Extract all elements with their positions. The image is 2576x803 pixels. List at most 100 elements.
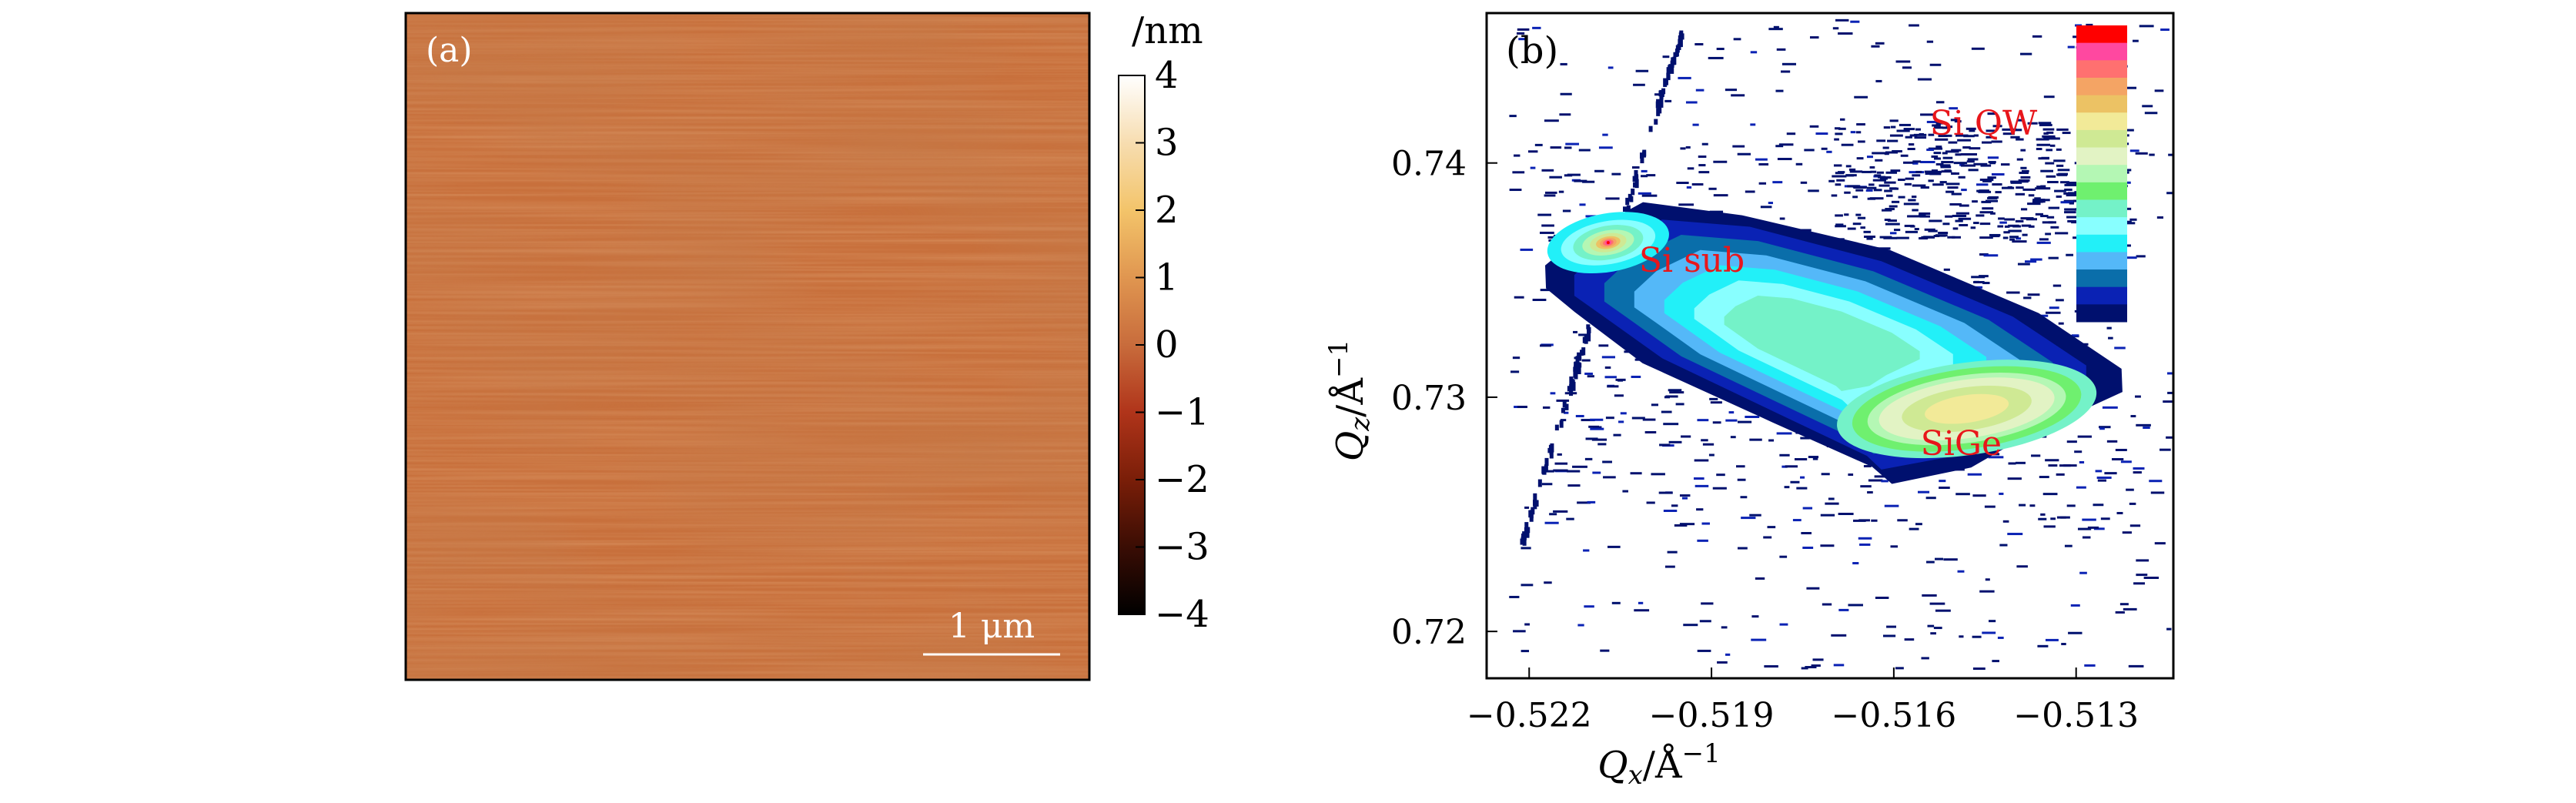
speckle-qw (1882, 146, 1889, 149)
speckle-qw (1860, 226, 1865, 229)
speckle (1930, 632, 1936, 635)
speckle (1971, 47, 1985, 50)
speckle (1573, 330, 1578, 333)
streak-mark (1642, 151, 1647, 158)
speckle (1584, 372, 1593, 375)
speckle (1532, 299, 1547, 302)
speckle (1671, 504, 1678, 507)
speckle-qw (2016, 186, 2024, 189)
speckle-qw (2015, 192, 2026, 196)
speckle (2045, 311, 2061, 314)
speckle (1943, 558, 1958, 561)
speckle (1929, 219, 1942, 222)
streak-mark (1668, 64, 1673, 71)
legend-swatch (2076, 165, 2127, 183)
speckle (1696, 508, 1704, 511)
speckle-qw (1899, 123, 1912, 126)
speckle (1603, 476, 1616, 479)
speckle (1697, 419, 1709, 422)
speckle (1692, 123, 1699, 126)
speckle (1662, 55, 1670, 59)
speckle (1605, 417, 1614, 420)
speckle-qw (1945, 190, 1955, 193)
speckle (1921, 657, 1929, 660)
speckle (2007, 477, 2022, 480)
speckle-qw (2056, 128, 2069, 131)
speckle (1642, 418, 1656, 421)
panel-b-frame (1485, 12, 2175, 680)
speckle (2050, 517, 2056, 520)
x-axis-label-sup: −1 (1682, 738, 1721, 769)
speckle-qw (2034, 197, 2041, 200)
speckle (1779, 555, 1788, 558)
speckle (1967, 473, 1982, 476)
speckle (1939, 487, 1950, 490)
speckle (1776, 432, 1792, 435)
speckle-qw (1915, 128, 1922, 131)
speckle (1510, 370, 1520, 373)
speckle (1667, 550, 1678, 554)
speckle-qw (1835, 183, 1842, 186)
speckle (1544, 119, 1559, 122)
speckle (2048, 256, 2059, 259)
speckle-qw (1857, 216, 1866, 219)
x-tick-label: −0.516 (1831, 696, 1956, 735)
legend-swatch (2076, 77, 2127, 96)
speckle (1516, 32, 1525, 35)
speckle (1514, 296, 1524, 299)
speckle (1578, 149, 1591, 152)
speckle (1935, 101, 1945, 104)
speckle (2067, 45, 2075, 49)
speckle (1683, 624, 1698, 627)
speckle (1698, 171, 1710, 174)
speckle (1945, 125, 1953, 129)
speckle (1865, 189, 1873, 192)
speckle-qw (2021, 169, 2029, 172)
speckle-qw (1912, 209, 1919, 212)
speckle (1521, 547, 1531, 550)
speckle-qw (1940, 164, 1951, 167)
speckle-qw (1982, 207, 1994, 210)
panel-a-label: (a) (426, 31, 473, 70)
streak-mark (1550, 443, 1554, 453)
speckle (2063, 464, 2077, 467)
speckle (2058, 322, 2064, 325)
speckle (1549, 176, 1562, 179)
speckle (1889, 119, 1899, 122)
speckle (1972, 494, 1986, 497)
speckle (2115, 448, 2127, 451)
speckle (1991, 172, 2005, 176)
speckle-qw (1955, 212, 1970, 215)
speckle (1681, 435, 1691, 438)
speckle (1730, 436, 1736, 439)
speckle-qw (1932, 183, 1944, 186)
streak-mark (1581, 347, 1586, 356)
speckle-qw (1986, 136, 1993, 139)
speckle-qw (2039, 238, 2049, 241)
speckle (2099, 427, 2105, 430)
speckle (1686, 186, 1692, 189)
legend-swatch (2076, 112, 2127, 131)
speckle (1801, 532, 1812, 535)
speckle-qw (2064, 188, 2073, 191)
speckle-qw (2040, 215, 2049, 218)
speckle-qw (1873, 189, 1882, 192)
speckle (1664, 99, 1672, 102)
speckle-qw (2021, 224, 2032, 227)
speckle (1985, 578, 1990, 581)
y-axis-label-main: Q (1329, 431, 1372, 461)
speckle (1911, 196, 1917, 199)
speckle (1870, 170, 1877, 173)
speckle-qw (1912, 160, 1922, 163)
speckle (1544, 521, 1559, 524)
speckle (1979, 590, 1995, 593)
speckle-qw (1968, 169, 1979, 172)
speckle (1708, 187, 1717, 190)
speckle (2052, 284, 2062, 287)
speckle-qw (1951, 192, 1962, 196)
speckle (2030, 258, 2042, 261)
speckle-qw (1898, 179, 1905, 182)
speckle-qw (1844, 191, 1851, 194)
speckle (1679, 494, 1691, 497)
speckle (1725, 89, 1738, 92)
